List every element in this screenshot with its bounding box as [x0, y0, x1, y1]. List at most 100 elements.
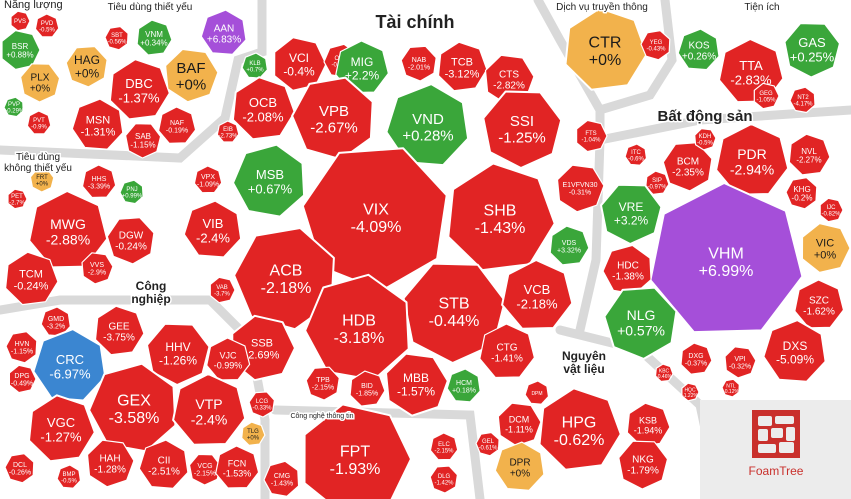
stock-cell-hpg[interactable]: HPG-0.62%: [538, 387, 622, 471]
stock-cell-vvs[interactable]: VVS-2.9%: [81, 252, 114, 285]
stock-cell-stb[interactable]: STB-0.44%: [402, 262, 506, 364]
stock-cell-eib[interactable]: EIB-2.73%: [216, 120, 240, 143]
stock-cell-tpb[interactable]: TPB-2.15%: [305, 366, 340, 401]
stock-cell-dxg[interactable]: DXG-0.37%: [680, 342, 713, 375]
stock-cell-vcg[interactable]: VCG-2.15%: [188, 453, 222, 486]
stock-cell-msb[interactable]: MSB+0.67%: [232, 143, 306, 218]
stock-cell-fcn[interactable]: FCN-1.53%: [215, 445, 260, 489]
stock-cell-vix[interactable]: VIX-4.09%: [301, 147, 448, 292]
stock-cell-bmp[interactable]: BMP-0.5%: [56, 464, 82, 489]
stock-cell-bid[interactable]: BID-1.85%: [349, 370, 386, 407]
stock-cell-pvt[interactable]: PVT-0.9%: [26, 110, 52, 135]
stock-cell-yeg[interactable]: YEG-0.43%: [640, 30, 671, 61]
stock-cell-hhs[interactable]: HHS-3.39%: [81, 164, 117, 199]
stock-cell-pdr[interactable]: PDR-2.94%: [715, 123, 790, 196]
stock-cell-fts[interactable]: FTS-1.04%: [575, 119, 608, 153]
stock-cell-vci[interactable]: VCI-0.4%: [274, 37, 327, 91]
stock-cell-pnj[interactable]: PNJ+0.99%: [119, 179, 144, 205]
stock-cell-vtp[interactable]: VTP-2.4%: [172, 373, 247, 446]
stock-cell-ocb[interactable]: OCB-2.08%: [231, 76, 296, 141]
stock-cell-cii[interactable]: CII-2.51%: [138, 439, 189, 489]
stock-cell-pet[interactable]: PET-2.7%: [7, 188, 28, 210]
stock-cell-ctg[interactable]: CTG-1.41%: [479, 323, 536, 379]
stock-cell-vnm[interactable]: VNM+0.34%: [136, 19, 173, 56]
stock-cell-dcm[interactable]: DCM-1.11%: [497, 402, 542, 447]
stock-cell-kbc[interactable]: KBC-0.46%: [654, 363, 674, 383]
stock-cell-dgw[interactable]: DGW-0.24%: [106, 217, 155, 265]
stock-cell-ssi[interactable]: SSI-1.25%: [482, 90, 563, 169]
stock-cell-ijc[interactable]: IJC-0.82%: [819, 197, 844, 223]
stock-cell-fpt[interactable]: FPT-1.93%: [303, 403, 412, 499]
stock-cell-hcm[interactable]: HCM+0.18%: [446, 368, 481, 403]
stock-cell-hqc[interactable]: HQC-1.22%: [681, 382, 700, 402]
stock-cell-itc[interactable]: ITC-0.6%: [624, 143, 648, 166]
stock-cell-vre[interactable]: VRE+3.2%: [600, 183, 663, 245]
stock-cell-nab[interactable]: NAB-2.01%: [400, 45, 437, 82]
stock-cell-dlg[interactable]: DLG-1.42%: [429, 465, 458, 494]
stock-cell-gel[interactable]: GEL-0.61%: [475, 431, 500, 457]
stock-cell-tcb[interactable]: TCB-3.12%: [437, 41, 488, 92]
stock-cell-msn[interactable]: MSN-1.31%: [71, 98, 124, 150]
stock-cell-dpg[interactable]: DPG-0.49%: [8, 364, 37, 394]
stock-cell-dcl[interactable]: DCL-0.26%: [4, 453, 35, 484]
stock-cell-sbt[interactable]: SBT-0.56%: [104, 25, 129, 51]
stock-cell-vgc[interactable]: VGC-1.27%: [28, 394, 96, 463]
stock-cell-vnd[interactable]: VND+0.28%: [385, 83, 470, 167]
stock-change: +0.34%: [140, 39, 167, 48]
stock-cell-geg[interactable]: GEG-1.05%: [753, 82, 780, 110]
stock-cell-crc[interactable]: CRC-6.97%: [32, 328, 107, 402]
stock-cell-elc[interactable]: ELC-2.15%: [429, 432, 459, 461]
stock-cell-lcg[interactable]: LCG-0.33%: [248, 391, 275, 418]
stock-cell-mbb[interactable]: MBB-1.57%: [385, 352, 449, 417]
stock-cell-khg[interactable]: KHG-0.2%: [785, 177, 818, 210]
stock-cell-nt2[interactable]: NT2-4.17%: [789, 86, 816, 114]
stock-cell-ntl[interactable]: NTL-0.12%: [721, 378, 740, 398]
stock-cell-vcb[interactable]: VCB-2.18%: [501, 259, 574, 330]
stock-cell-vds[interactable]: VDS+3.32%: [549, 225, 590, 266]
stock-cell-kos[interactable]: KOS+0.26%: [677, 28, 720, 71]
stock-cell-vab[interactable]: VAB-3.7%: [209, 276, 236, 304]
stock-cell-hag[interactable]: HAG+0%: [65, 45, 108, 88]
stock-cell-pvd[interactable]: PVD-0.5%: [34, 13, 60, 38]
stock-cell-dxs[interactable]: DXS-5.09%: [762, 319, 827, 383]
stock-cell-vjc[interactable]: VJC-0.99%: [206, 337, 251, 381]
stock-cell-pvp[interactable]: PVP+0.29%: [3, 96, 25, 118]
stock-cell-bcm[interactable]: BCM-2.35%: [662, 142, 713, 192]
stock-cell-pvs[interactable]: PVS: [10, 10, 31, 32]
stock-cell-aan[interactable]: AAN+6.83%: [200, 9, 247, 56]
stock-cell-sab[interactable]: SAB-1.15%: [124, 122, 162, 159]
stock-cell-naf[interactable]: NAF-0.19%: [158, 106, 197, 144]
stock-cell-kdh[interactable]: KDH-0.5%: [694, 128, 717, 151]
stock-cell-nlg[interactable]: NLG+0.57%: [603, 286, 678, 360]
stock-cell-e1vfvn30[interactable]: E1VFVN30-0.31%: [556, 164, 605, 213]
stock-cell-hah[interactable]: HAH-1.28%: [86, 439, 135, 488]
stock-cell-frt[interactable]: FRT+0%: [29, 168, 55, 193]
stock-cell-vib[interactable]: VIB-2.4%: [183, 200, 242, 258]
stock-cell-vpb[interactable]: VPB-2.67%: [291, 76, 374, 161]
stock-cell-vic[interactable]: VIC+0%: [801, 223, 851, 273]
stock-change: -1.85%: [356, 391, 378, 398]
stock-cell-mwg[interactable]: MWG-2.88%: [28, 190, 109, 269]
stock-cell-acb[interactable]: ACB-2.18%: [233, 227, 335, 331]
stock-cell-gas[interactable]: GAS+0.25%: [784, 22, 841, 78]
stock-cell-ksb[interactable]: KSB-1.94%: [626, 402, 671, 447]
stock-cell-dpm[interactable]: DPM: [524, 380, 550, 405]
stock-cell-vpx[interactable]: VPX-1.09%: [193, 165, 223, 194]
stock-cell-plx[interactable]: PLX+0%: [20, 63, 61, 103]
stock-cell-baf[interactable]: BAF+0%: [165, 48, 219, 103]
stock-cell-cmg[interactable]: CMG-1.43%: [263, 460, 300, 497]
stock-cell-shb[interactable]: SHB-1.43%: [447, 162, 556, 272]
stock-cell-tcm[interactable]: TCM-0.24%: [4, 251, 59, 306]
stock-cell-gmd[interactable]: GMD-3.2%: [40, 306, 71, 337]
stock-cell-nvl[interactable]: NVL-2.27%: [788, 133, 831, 176]
stock-cell-vhm[interactable]: VHM+6.99%: [649, 182, 804, 334]
stock-cell-hvn[interactable]: HVN-1.15%: [5, 331, 38, 364]
stock-cell-hhv[interactable]: HHV-1.26%: [146, 322, 211, 386]
stock-cell-gex[interactable]: GEX-3.58%: [88, 362, 177, 453]
stock-cell-dpr[interactable]: DPR+0%: [494, 441, 545, 491]
stock-cell-vpi[interactable]: VPI-0.32%: [724, 346, 757, 379]
stock-cell-tlg[interactable]: TLG+0%: [241, 421, 266, 446]
stock-cell-gee[interactable]: GEE-3.75%: [94, 305, 145, 356]
stock-cell-dbc[interactable]: DBC-1.37%: [108, 58, 171, 121]
stock-cell-nkg[interactable]: NKG-1.79%: [618, 440, 669, 490]
